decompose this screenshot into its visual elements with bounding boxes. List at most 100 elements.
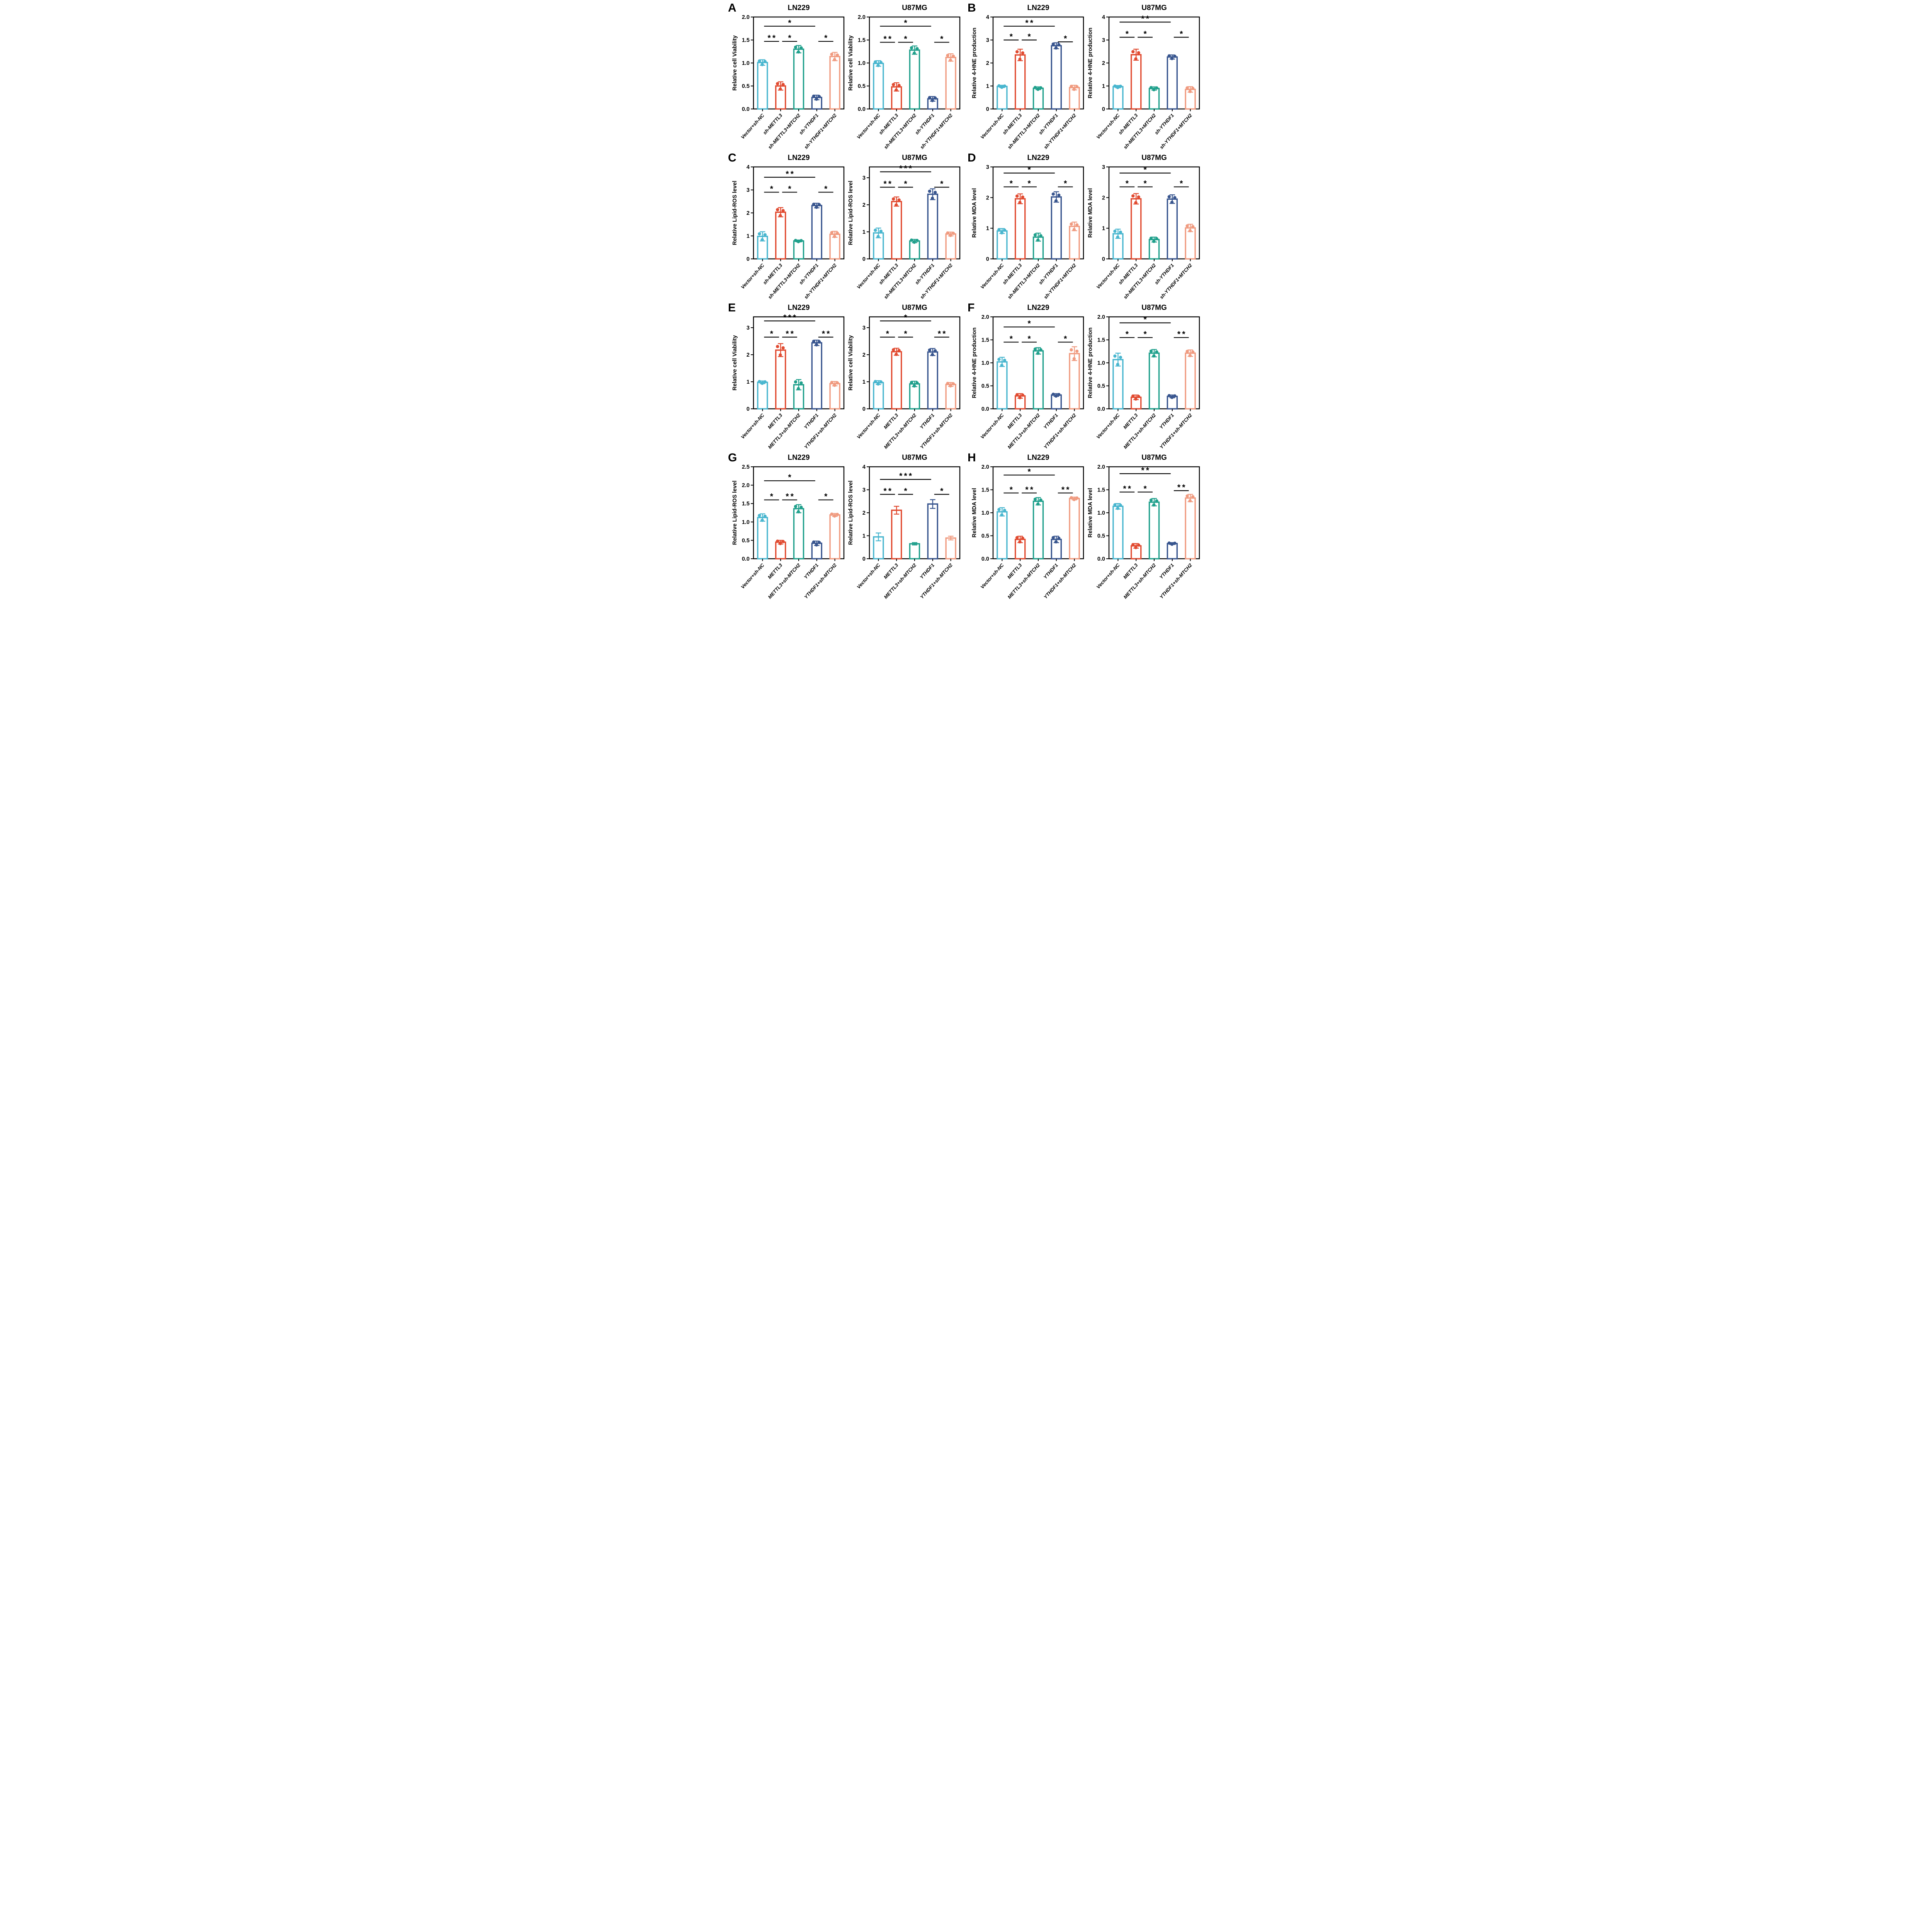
data-dot	[1054, 199, 1058, 203]
x-tick-label: Vector+sh-NC	[980, 562, 1005, 590]
sig-stars: *	[770, 330, 774, 338]
chart-title: U87MG	[902, 154, 927, 162]
y-tick-label: 0	[862, 556, 866, 562]
y-tick-label: 1.5	[981, 487, 989, 493]
x-tick-label: sh-YTHDF1+MTCH2	[803, 263, 838, 300]
data-dot	[1033, 497, 1037, 501]
data-dot	[799, 46, 803, 50]
bar-group1	[873, 382, 884, 410]
sig-stars: *	[788, 184, 792, 193]
y-tick-label: 3	[1102, 37, 1105, 44]
data-dot	[915, 381, 919, 385]
data-dot	[818, 541, 821, 544]
data-dot	[930, 99, 934, 102]
chart-f-u87mg: U87MG 0.0 0.5 1.0 1.5 2.0 Relative 4-HNE produ…	[1087, 304, 1200, 450]
data-dot	[949, 384, 952, 388]
bar-group5	[945, 57, 956, 110]
chart-h-u87mg: U87MG 0.0 0.5 1.0 1.5 2.0 Relative MDA level Ve…	[1087, 454, 1200, 600]
panel-letter-A: A	[728, 2, 736, 14]
bar-group1	[757, 381, 768, 410]
chart-title: U87MG	[902, 454, 927, 462]
data-dot	[1167, 394, 1171, 398]
data-dot	[1021, 536, 1024, 540]
x-tick-label: sh-METTL3+MTCH2	[1007, 113, 1041, 150]
x-tick-label: Vector+sh-NC	[980, 262, 1005, 290]
panel-A-charts: LN229 0.0 0.5 1.0 1.5 2.0 Relative cell Viabil…	[726, 2, 966, 151]
sig-stars: *	[770, 492, 774, 501]
x-tick-label: Vector+sh-NC	[740, 112, 765, 140]
y-axis-label: Relative Lipid-ROS level	[848, 181, 854, 245]
bar-group3	[909, 49, 920, 110]
x-tick-label: METTL3	[1122, 413, 1139, 430]
x-tick-label: METTL3+sh-MTCH2	[1007, 413, 1041, 450]
y-tick-label: 1.5	[742, 501, 750, 507]
data-dot	[949, 234, 952, 237]
data-dot	[1113, 230, 1117, 233]
chart-c-ln229: LN229 0 1 2 3 4 Relative Lipid-ROS level Vector…	[732, 154, 845, 300]
sig-stars: *	[824, 184, 828, 193]
y-tick-label: 1.0	[1097, 360, 1105, 366]
data-dot	[1113, 354, 1117, 358]
sig-stars: *	[1010, 334, 1013, 343]
sig-stars: *	[1144, 484, 1147, 493]
data-dot	[1152, 354, 1156, 358]
sig-stars: *	[940, 180, 944, 189]
data-dot	[1072, 228, 1076, 231]
data-dot	[763, 233, 767, 236]
chart-title: U87MG	[1141, 4, 1167, 12]
chart-a-u87mg: U87MG 0.0 0.5 1.0 1.5 2.0 Relative cell Viabil…	[848, 4, 961, 150]
sig-stars: * *	[1177, 483, 1185, 492]
bar-group4	[811, 205, 823, 260]
x-tick-label: Vector+sh-NC	[980, 412, 1005, 440]
sig-stars: * *	[1177, 330, 1185, 339]
data-dot	[1051, 42, 1055, 46]
data-dot	[830, 231, 833, 235]
bar-group4	[1051, 45, 1062, 110]
bar-group2	[775, 349, 786, 410]
chart-b-u87mg: U87MG 0 1 2 3 4 Relative 4-HNE production Vecto…	[1087, 4, 1200, 150]
data-dot	[1057, 536, 1061, 540]
data-dot	[833, 383, 837, 387]
data-dot	[799, 239, 803, 242]
sig-stars: * *	[786, 492, 794, 501]
sig-stars: *	[1126, 330, 1129, 339]
x-tick-label: Vector+sh-NC	[740, 262, 765, 290]
data-dot	[833, 58, 837, 61]
data-dot	[1191, 350, 1195, 354]
data-dot	[1152, 503, 1156, 507]
x-tick-label: sh-METTL3+MTCH2	[883, 263, 917, 300]
bar-group5	[1069, 498, 1080, 560]
x-tick-label: sh-METTL3+MTCH2	[1122, 113, 1157, 150]
bar-group3	[1032, 87, 1044, 110]
bar-group5	[945, 233, 956, 260]
data-dot	[1188, 499, 1192, 503]
sig-stars: *	[904, 34, 908, 43]
x-tick-label: Vector+sh-NC	[856, 262, 881, 290]
x-tick-label: Vector+sh-NC	[1095, 112, 1121, 140]
data-dot	[760, 519, 764, 522]
y-tick-label: 1	[747, 379, 750, 385]
chart-e-u87mg: U87MG 0 1 2 3 Relative cell Viability Vector+s…	[848, 304, 961, 450]
data-dot	[815, 543, 818, 547]
y-axis-label: Relative MDA level	[971, 188, 978, 238]
data-dot	[758, 232, 761, 236]
chart-title: U87MG	[1141, 154, 1167, 162]
x-tick-label: METTL3	[883, 563, 899, 580]
figure: A LN229 0.0 0.5 1.0 1.5 2.0 Relative cell Viab…	[726, 0, 1206, 603]
y-tick-label: 2	[747, 352, 750, 358]
data-dot	[1119, 503, 1122, 507]
chart-c-u87mg: U87MG 0 1 2 3 Relative Lipid-ROS level Vector+…	[848, 154, 961, 300]
data-dot	[1170, 396, 1174, 399]
y-tick-label: 0.0	[742, 556, 750, 562]
data-dot	[1051, 393, 1055, 396]
data-dot	[794, 239, 798, 242]
data-dot	[928, 348, 931, 352]
panel-G: G LN229 0.0 0.5 1.0 1.5 2.0 2.5 Relative Lipid-…	[726, 451, 966, 601]
x-tick-label: sh-METTL3+MTCH2	[767, 263, 801, 300]
sig-stars: * *	[786, 170, 794, 179]
data-dot	[1116, 235, 1119, 239]
y-axis-label: Relative MDA level	[1087, 488, 1094, 537]
y-tick-label: 3	[986, 37, 989, 44]
sig-stars: * *	[884, 486, 892, 495]
data-dot	[779, 214, 782, 218]
